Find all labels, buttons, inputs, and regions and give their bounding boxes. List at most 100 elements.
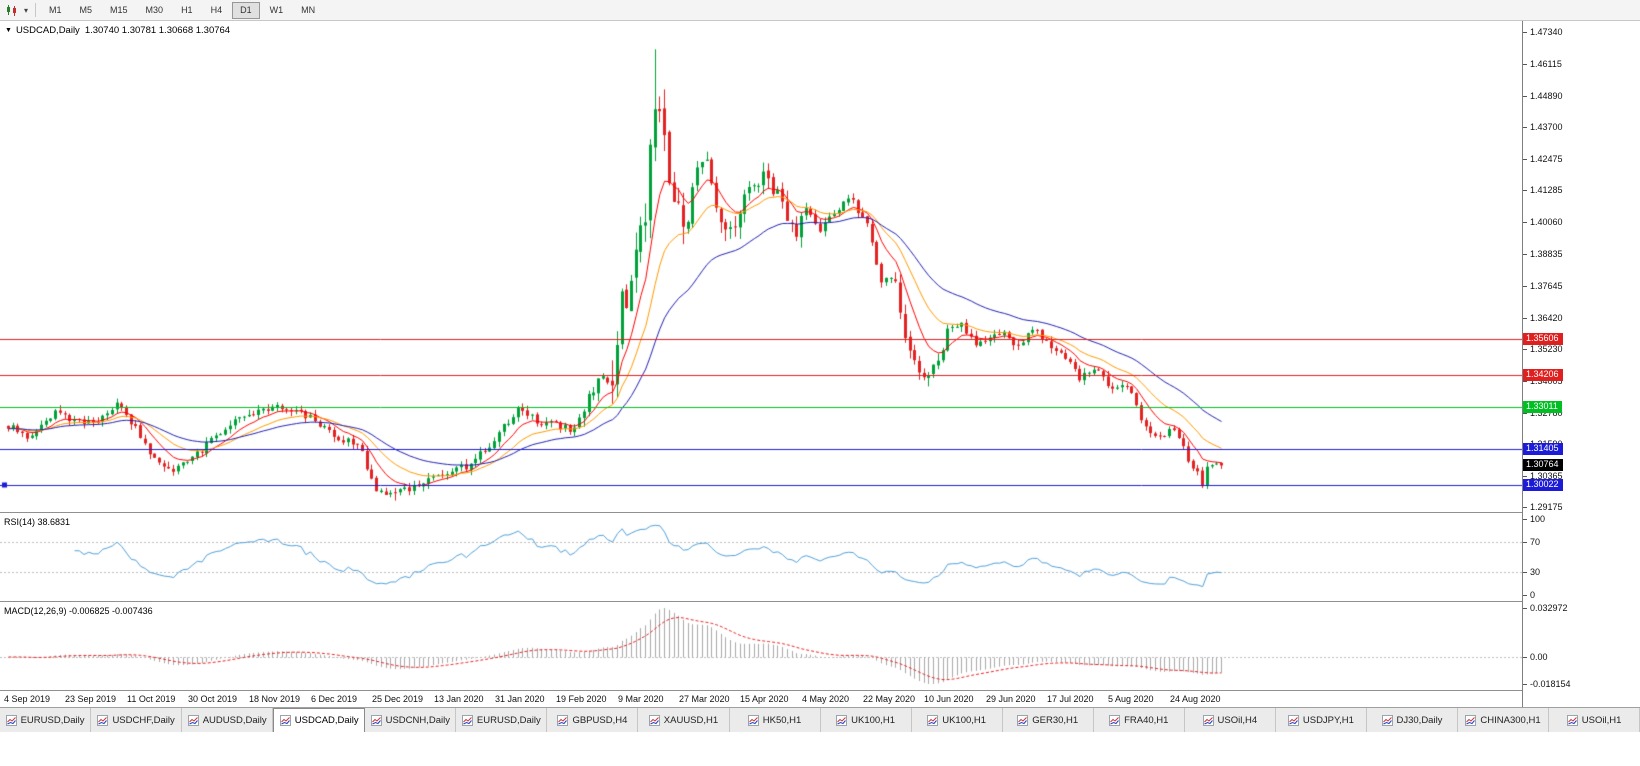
rsi-tick-mark xyxy=(1523,519,1527,520)
rsi-tick-mark xyxy=(1523,595,1527,596)
status-area xyxy=(0,732,1640,766)
chart-tab-label: UK100,H1 xyxy=(942,714,987,726)
timeframe-buttons: M1 M5 M15 M30 H1 H4 D1 W1 MN xyxy=(40,1,324,19)
chart-tab-label: CHINA300,H1 xyxy=(1480,714,1541,726)
macd-tick: -0.018154 xyxy=(1530,679,1571,689)
panel-divider[interactable] xyxy=(0,601,1640,602)
date-tick: 29 Jun 2020 xyxy=(986,694,1036,704)
chart-tab-usdchf-daily[interactable]: USDCHF,Daily xyxy=(91,708,183,732)
dropdown-caret-icon[interactable]: ▾ xyxy=(23,5,28,15)
chart-tab-eurusd-daily[interactable]: EURUSD,Daily xyxy=(456,708,548,732)
price-chart-canvas[interactable] xyxy=(0,21,1522,512)
chart-tab-usoil-h1[interactable]: USOil,H1 xyxy=(1549,708,1640,732)
chart-tab-fra40-h1[interactable]: FRA40,H1 xyxy=(1094,708,1185,732)
chart-tab-dj30-daily[interactable]: DJ30,Daily xyxy=(1367,708,1458,732)
price-scale[interactable]: 1.47340 1.46115 1.44890 1.43700 1.42475 1.412… xyxy=(1522,21,1640,707)
chart-tab-xauusd-h1[interactable]: XAUUSD,H1 xyxy=(638,708,730,732)
chart-tab-label: AUDUSD,Daily xyxy=(202,714,267,726)
macd-tick-mark xyxy=(1523,608,1527,609)
chart-type-icon[interactable] xyxy=(3,3,21,18)
chart-tab-hk50-h1[interactable]: HK50,H1 xyxy=(730,708,821,732)
price-tick-mark xyxy=(1523,254,1527,255)
chart-tab-icon xyxy=(1381,714,1393,726)
chart-ohlc-values: 1.30740 1.30781 1.30668 1.30764 xyxy=(84,25,231,36)
chart-tab-ger30-h1[interactable]: GER30,H1 xyxy=(1003,708,1094,732)
date-tick: 5 Aug 2020 xyxy=(1108,694,1154,704)
price-tick-mark xyxy=(1523,476,1527,477)
price-tick-mark xyxy=(1523,381,1527,382)
timeframe-d1-button[interactable]: D1 xyxy=(232,1,260,19)
chart-tab-label: XAUUSD,H1 xyxy=(663,714,719,726)
date-tick: 6 Dec 2019 xyxy=(311,694,358,704)
price-tick: 1.43700 xyxy=(1530,122,1563,133)
date-tick: 24 Aug 2020 xyxy=(1170,694,1221,704)
chart-expand-icon[interactable]: ▼ xyxy=(5,27,12,34)
chart-tab-usdjpy-h1[interactable]: USDJPY,H1 xyxy=(1276,708,1367,732)
macd-tick-mark xyxy=(1523,657,1527,658)
chart-tab-label: USOil,H1 xyxy=(1581,714,1622,726)
chart-tab-uk100-h1[interactable]: UK100,H1 xyxy=(821,708,912,732)
price-tick-mark xyxy=(1523,159,1527,160)
date-tick: 23 Sep 2019 xyxy=(65,694,117,704)
rsi-panel-canvas[interactable] xyxy=(0,513,1522,601)
price-tick: 1.32780 xyxy=(1530,407,1563,418)
timeframe-m30-button[interactable]: M30 xyxy=(145,4,164,15)
chart-title: ▼ USDCAD,Daily 1.30740 1.30781 1.30668 1.3… xyxy=(5,25,230,36)
date-tick: 15 Apr 2020 xyxy=(740,694,789,704)
chart-tab-audusd-daily[interactable]: AUDUSD,Daily xyxy=(182,708,274,732)
date-tick: 19 Feb 2020 xyxy=(556,694,607,704)
price-tick: 1.46115 xyxy=(1530,59,1562,70)
chart-tab-usdcnh-daily[interactable]: USDCNH,Daily xyxy=(365,708,457,732)
chart-tab-label: USDCHF,Daily xyxy=(112,714,175,726)
pivot-line-price-badge: 1.33011 xyxy=(1523,400,1562,413)
date-tick: 17 Jul 2020 xyxy=(1047,694,1094,704)
chart-tab-gbpusd-h4[interactable]: GBPUSD,H4 xyxy=(547,708,639,732)
price-tick: 1.37645 xyxy=(1530,280,1563,291)
chart-tab-uk100-h1[interactable]: UK100,H1 xyxy=(912,708,1003,732)
panel-divider[interactable] xyxy=(0,512,1640,513)
rsi-indicator-label: RSI(14) 38.6831 xyxy=(4,517,71,527)
chart-tab-china300-h1[interactable]: CHINA300,H1 xyxy=(1458,708,1550,732)
chart-tab-icon xyxy=(1287,714,1299,726)
price-tick-mark xyxy=(1523,32,1527,33)
chart-tab-label: FRA40,H1 xyxy=(1124,714,1169,726)
rsi-tick: 0 xyxy=(1530,590,1536,600)
price-tick-mark xyxy=(1523,286,1527,287)
timeframe-m1-button[interactable]: M1 xyxy=(49,4,62,15)
chart-tab-label: GER30,H1 xyxy=(1032,714,1079,726)
support-line-price-badge: 1.30022 xyxy=(1523,478,1563,491)
date-tick: 25 Dec 2019 xyxy=(372,694,424,704)
chart-tab-icon xyxy=(5,714,17,726)
chart-tab-eurusd-daily[interactable]: EURUSD,Daily xyxy=(0,708,92,732)
macd-tick-mark xyxy=(1523,684,1527,685)
date-tick: 11 Oct 2019 xyxy=(127,694,176,704)
chart-tab-label: GBPUSD,H4 xyxy=(572,714,628,726)
resistance-line-price-badge: 1.35606 xyxy=(1523,332,1563,345)
macd-tick: 0.00 xyxy=(1530,652,1548,662)
chart-tab-usdcad-daily[interactable]: USDCAD,Daily xyxy=(273,708,366,732)
macd-panel-canvas[interactable] xyxy=(0,602,1522,690)
price-tick-mark xyxy=(1523,64,1527,65)
price-tick-mark xyxy=(1523,190,1527,191)
timeframe-m5-button[interactable]: M5 xyxy=(79,4,93,15)
price-tick: 1.30365 xyxy=(1530,470,1563,481)
timeframe-h4-button[interactable]: H4 xyxy=(210,4,223,15)
chart-tab-label: USDJPY,H1 xyxy=(1302,714,1354,726)
chart-tab-icon xyxy=(836,714,848,726)
timeframe-m15-button[interactable]: M15 xyxy=(110,4,128,15)
time-axis[interactable]: 4 Sep 2019 23 Sep 2019 11 Oct 2019 30 Oct 2… xyxy=(0,691,1522,707)
chart-symbol-period: USDCAD,Daily xyxy=(15,25,80,36)
current-price-badge: 1.30764 xyxy=(1523,459,1563,472)
chart-tab-icon xyxy=(648,714,660,726)
timeframe-w1-button[interactable]: W1 xyxy=(269,4,284,15)
timeframe-h1-button[interactable]: H1 xyxy=(181,4,193,15)
chart-tab-usoil-h4[interactable]: USOil,H4 xyxy=(1185,708,1276,732)
chart-tab-icon xyxy=(97,714,109,726)
date-tick: 27 Mar 2020 xyxy=(679,694,730,704)
chart-tab-icon xyxy=(1202,714,1214,726)
axis-divider xyxy=(0,690,1640,691)
timeframe-mn-button[interactable]: MN xyxy=(301,4,316,15)
price-tick: 1.36420 xyxy=(1530,312,1563,323)
price-tick: 1.35230 xyxy=(1530,343,1563,354)
toolbar-separator xyxy=(35,3,36,17)
